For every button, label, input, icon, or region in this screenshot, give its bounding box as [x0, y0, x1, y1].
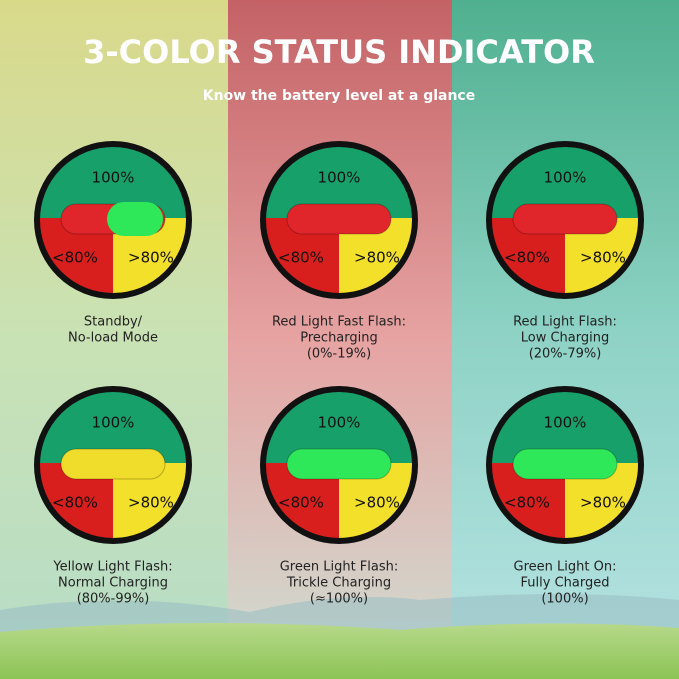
- label-right: >80%: [354, 494, 400, 512]
- light-pill: [60, 448, 166, 480]
- indicator: 100% <80% >80% Yellow Light Flash:Normal Ch…: [34, 386, 192, 607]
- label-right: >80%: [580, 249, 626, 267]
- bg-left: [0, 0, 228, 679]
- label-top: 100%: [318, 414, 361, 432]
- bg-right: [452, 0, 679, 679]
- caption-line: Low Charging: [521, 331, 610, 346]
- indicator-rim: [34, 386, 192, 544]
- caption-line: Red Light Fast Flash:: [272, 315, 406, 330]
- indicator: 100% <80% >80% Red Light Fast Flash:Prechar…: [260, 141, 418, 362]
- indicator-rim: [486, 386, 644, 544]
- label-top: 100%: [92, 169, 135, 187]
- caption-line: No-load Mode: [68, 331, 158, 346]
- indicator-rim: [486, 141, 644, 299]
- light-pill: [512, 448, 618, 480]
- label-left: <80%: [278, 249, 324, 267]
- label-left: <80%: [52, 249, 98, 267]
- caption-line: Red Light Flash:: [513, 315, 617, 330]
- label-top: 100%: [544, 169, 587, 187]
- caption-line: (100%): [541, 592, 588, 607]
- subtitle: Know the battery level at a glance: [203, 88, 475, 104]
- light-knob: [107, 202, 163, 236]
- light-pill: [512, 203, 618, 235]
- caption-line: Trickle Charging: [286, 576, 391, 591]
- caption-line: Precharging: [300, 331, 378, 346]
- caption-line: (20%-79%): [529, 347, 602, 362]
- caption-line: Yellow Light Flash:: [52, 560, 172, 575]
- caption-line: Standby/: [84, 315, 143, 330]
- caption-line: Green Light On:: [514, 560, 617, 575]
- label-left: <80%: [504, 494, 550, 512]
- label-top: 100%: [544, 414, 587, 432]
- label-top: 100%: [92, 414, 135, 432]
- light-pill: [286, 203, 392, 235]
- bg-middle: [228, 0, 452, 679]
- indicators: 100% <80% >80% Standby/No-load Mode 100% <80%…: [34, 141, 644, 607]
- indicator: 100% <80% >80% Green Light Flash:Trickle Ch…: [260, 386, 418, 607]
- indicator-rim: [260, 141, 418, 299]
- label-right: >80%: [580, 494, 626, 512]
- label-left: <80%: [278, 494, 324, 512]
- label-left: <80%: [52, 494, 98, 512]
- indicator-rim: [34, 141, 192, 299]
- label-top: 100%: [318, 169, 361, 187]
- label-right: >80%: [128, 249, 174, 267]
- indicator: 100% <80% >80% Green Light On:Fully Charged…: [486, 386, 644, 607]
- caption-line: (0%-19%): [307, 347, 371, 362]
- caption-line: Normal Charging: [58, 576, 168, 591]
- label-left: <80%: [504, 249, 550, 267]
- grass: [0, 622, 679, 679]
- label-right: >80%: [354, 249, 400, 267]
- caption-line: Fully Charged: [521, 576, 610, 591]
- caption-line: (≈100%): [310, 592, 368, 607]
- caption-line: Green Light Flash:: [280, 560, 399, 575]
- indicator-rim: [260, 386, 418, 544]
- light-pill: [286, 448, 392, 480]
- label-right: >80%: [128, 494, 174, 512]
- title: 3-COLOR STATUS INDICATOR: [83, 33, 595, 71]
- caption-line: (80%-99%): [77, 592, 150, 607]
